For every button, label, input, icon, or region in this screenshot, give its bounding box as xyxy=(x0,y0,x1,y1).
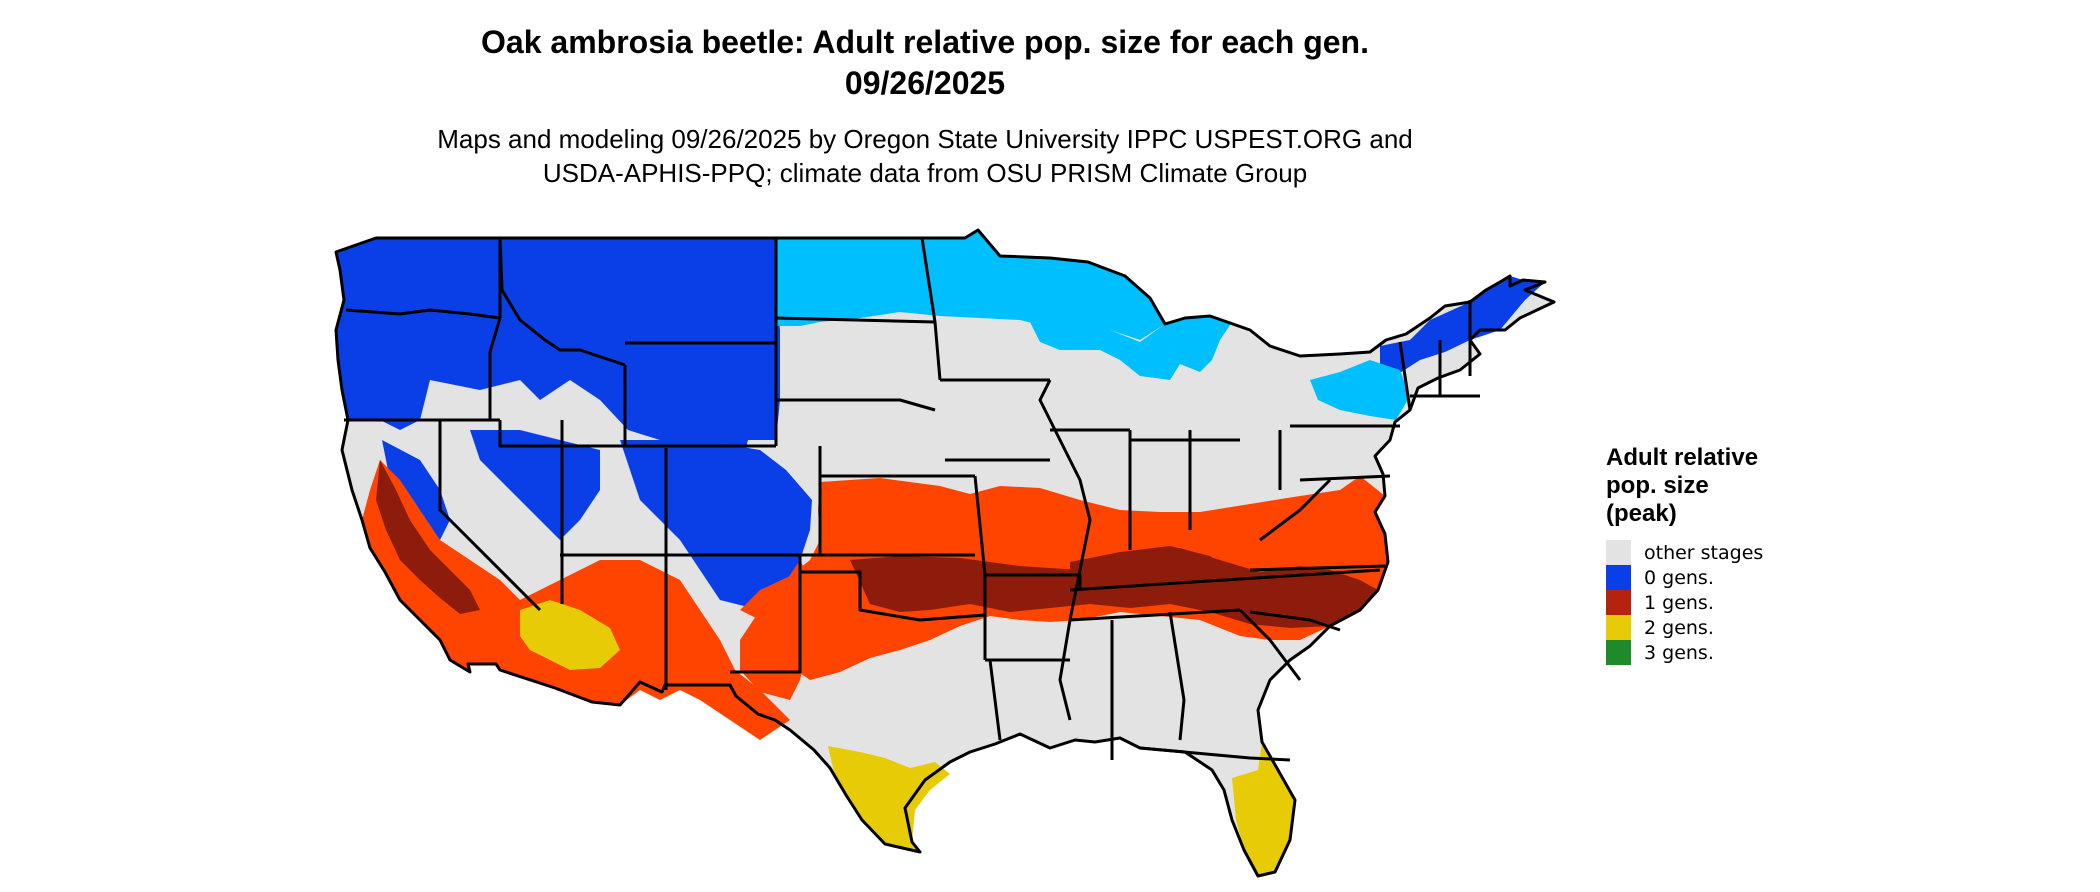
legend-items: other stages 0 gens. 1 gens. 2 gens. 3 g… xyxy=(1606,540,1763,665)
map-subtitle: Maps and modeling 09/26/2025 by Oregon S… xyxy=(0,122,1850,190)
subtitle-line2: USDA-APHIS-PPQ; climate data from OSU PR… xyxy=(542,158,1308,188)
border-fl-top xyxy=(1139,746,1291,762)
border-sd-ne xyxy=(776,398,936,412)
legend-item-3-gens: 3 gens. xyxy=(1606,640,1763,665)
legend-swatch-1-gens xyxy=(1606,590,1631,615)
border-nd-sd xyxy=(775,316,936,324)
state-borders xyxy=(334,228,1556,878)
us-outline xyxy=(334,228,1556,878)
legend-swatch-0-gens xyxy=(1606,565,1631,590)
region-utah-blue xyxy=(470,430,600,540)
legend: Adult relative pop. size (peak) other st… xyxy=(1606,444,1763,665)
legend-item-2-gens: 2 gens. xyxy=(1606,615,1763,640)
legend-item-0-gens: 0 gens. xyxy=(1606,565,1763,590)
region-montana-lightblue xyxy=(776,230,1165,340)
legend-label-0-gens: 0 gens. xyxy=(1644,566,1714,589)
legend-swatch-3-gens xyxy=(1606,640,1631,665)
title-block: Oak ambrosia beetle: Adult relative pop.… xyxy=(0,22,1850,190)
border-ks-mo xyxy=(973,475,987,660)
legend-item-1-gens: 1 gens. xyxy=(1606,590,1763,615)
border-wa-or xyxy=(345,308,501,320)
border-pa-md xyxy=(1299,474,1391,482)
border-ny-ne xyxy=(1398,341,1412,411)
region-az-yellow xyxy=(520,600,620,670)
legend-title: Adult relative pop. size (peak) xyxy=(1606,444,1763,528)
legend-label-2-gens: 2 gens. xyxy=(1644,616,1714,639)
region-ca-dark-red xyxy=(376,460,480,614)
region-new-england-blue xyxy=(1380,276,1545,376)
legend-label-1-gens: 1 gens. xyxy=(1644,591,1714,614)
border-ga-sc xyxy=(1238,608,1302,681)
region-sierra-blue xyxy=(382,440,450,540)
border-tn-ms-al-ga xyxy=(1069,608,1241,622)
legend-label-3-gens: 3 gens. xyxy=(1644,641,1714,664)
region-colorado-blue xyxy=(620,440,812,610)
two-gen-regions xyxy=(520,600,1295,876)
border-va-wv xyxy=(1259,478,1332,542)
legend-swatch-other-stages xyxy=(1606,540,1631,565)
legend-title-line3: (peak) xyxy=(1606,500,1677,527)
map-title: Oak ambrosia beetle: Adult relative pop.… xyxy=(0,22,1850,104)
border-nc-sc xyxy=(1249,610,1341,632)
border-tx-la xyxy=(988,659,1002,741)
border-ok-tx xyxy=(800,570,986,622)
border-id-or xyxy=(488,317,502,420)
border-ca-nv xyxy=(438,420,542,612)
legend-item-other-stages: other stages xyxy=(1606,540,1763,565)
zero-gens-regions xyxy=(336,230,1545,610)
border-va-nc xyxy=(1249,564,1386,572)
region-fl-yellow xyxy=(1232,742,1295,876)
border-ms-river xyxy=(1038,379,1092,721)
region-northwest-blue xyxy=(336,238,780,500)
subtitle-line1: Maps and modeling 09/26/2025 by Oregon S… xyxy=(437,124,1413,154)
border-ky-tn xyxy=(1069,568,1381,592)
legend-title-line1: Adult relative xyxy=(1606,444,1759,471)
region-tn-dark-red xyxy=(1070,546,1240,604)
border-id-mt xyxy=(498,237,626,367)
border-nd-mn xyxy=(920,237,942,381)
border-al-ga xyxy=(1168,611,1186,741)
map-title-line1: Oak ambrosia beetle: Adult relative pop.… xyxy=(481,24,1369,60)
legend-swatch-2-gens xyxy=(1606,615,1631,640)
legend-label-other-stages: other stages xyxy=(1644,541,1764,564)
legend-title-line2: pop. size xyxy=(1606,472,1709,499)
region-wi-mi-lightblue xyxy=(1030,316,1232,380)
region-ny-lightblue xyxy=(1310,360,1410,420)
region-tx-coast-yellow xyxy=(828,746,950,852)
map-title-date: 09/26/2025 xyxy=(844,65,1006,101)
border-nm-tx xyxy=(730,555,802,674)
